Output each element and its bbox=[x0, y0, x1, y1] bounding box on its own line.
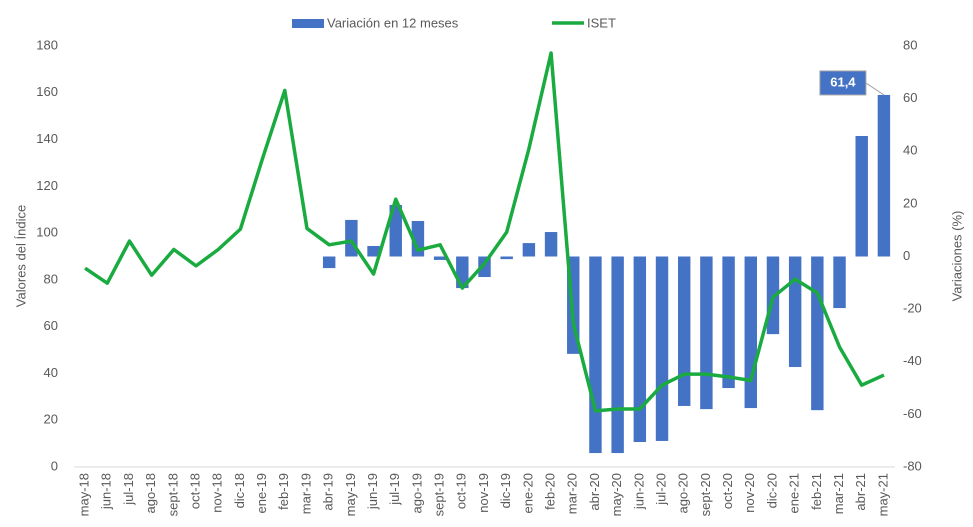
bar bbox=[367, 245, 380, 257]
y-tick-label: 180 bbox=[36, 37, 58, 52]
bar bbox=[788, 256, 802, 368]
x-tick-label: dic-19 bbox=[498, 473, 513, 508]
x-tick-label: dic-18 bbox=[232, 473, 247, 508]
x-tick-label: jul-18 bbox=[121, 473, 136, 506]
y-tick-label: 160 bbox=[36, 84, 58, 99]
x-tick-label: mar-20 bbox=[565, 473, 580, 514]
bar bbox=[744, 256, 757, 409]
y2-tick-label: 40 bbox=[903, 143, 917, 158]
bar bbox=[500, 256, 513, 260]
bar bbox=[633, 256, 647, 443]
y-tick-label: 120 bbox=[36, 178, 58, 193]
x-tick-label: ene-20 bbox=[520, 473, 535, 513]
legend-swatch bbox=[292, 19, 324, 28]
bar bbox=[433, 256, 447, 260]
bar bbox=[589, 256, 602, 454]
x-tick-label: jul-20 bbox=[653, 473, 668, 506]
x-tick-label: mar-21 bbox=[831, 473, 846, 514]
x-tick-label: feb-19 bbox=[276, 473, 291, 510]
bar bbox=[833, 256, 846, 309]
y-tick-label: 140 bbox=[36, 131, 58, 146]
y2-tick-label: 0 bbox=[903, 248, 910, 263]
value-label-box bbox=[819, 70, 867, 96]
y2-tick-label: -20 bbox=[903, 301, 922, 316]
x-tick-label: sept-19 bbox=[432, 473, 447, 516]
x-tick-label: oct-19 bbox=[454, 473, 469, 509]
x-tick-label: jun-19 bbox=[365, 473, 380, 510]
x-tick-label: jun-20 bbox=[631, 473, 646, 510]
x-tick-label: feb-21 bbox=[809, 473, 824, 510]
label-leader bbox=[865, 82, 885, 96]
x-tick-label: may-21 bbox=[875, 473, 890, 516]
x-tick-label: ene-19 bbox=[254, 473, 269, 513]
y-tick-label: 60 bbox=[44, 318, 58, 333]
x-tick-label: abr-20 bbox=[587, 473, 602, 511]
bar bbox=[722, 256, 735, 389]
legend-label: Variación en 12 meses bbox=[327, 15, 459, 30]
y2-tick-label: -40 bbox=[903, 353, 922, 368]
y-tick-label: 80 bbox=[44, 271, 58, 286]
x-tick-label: dic-20 bbox=[764, 473, 779, 508]
x-tick-label: sept-18 bbox=[165, 473, 180, 516]
x-tick-label: jun-18 bbox=[99, 473, 114, 510]
bar bbox=[611, 256, 624, 454]
bar bbox=[877, 94, 891, 257]
x-tick-label: nov-18 bbox=[210, 473, 225, 513]
y2-tick-label: -60 bbox=[903, 406, 922, 421]
y-tick-label: 100 bbox=[36, 225, 58, 240]
y-axis-label: Valores del Índice bbox=[13, 205, 28, 307]
bar bbox=[655, 256, 669, 441]
value-label: 61,4 bbox=[830, 74, 856, 89]
y2-tick-label: 20 bbox=[903, 195, 917, 210]
y2-axis-label: Variaciones (%) bbox=[949, 211, 964, 302]
x-tick-label: feb-20 bbox=[543, 473, 558, 510]
y-tick-label: 40 bbox=[44, 365, 58, 380]
x-tick-label: mar-19 bbox=[298, 473, 313, 514]
x-tick-label: may-18 bbox=[77, 473, 92, 516]
bar bbox=[700, 256, 713, 410]
x-tick-label: nov-20 bbox=[742, 473, 757, 513]
x-tick-label: jul-19 bbox=[387, 473, 402, 506]
x-tick-label: oct-18 bbox=[187, 473, 202, 509]
y2-tick-label: -80 bbox=[903, 458, 922, 473]
x-tick-label: ene-21 bbox=[787, 473, 802, 513]
x-tick-label: ago-18 bbox=[143, 473, 158, 513]
y-tick-label: 0 bbox=[51, 458, 58, 473]
y2-tick-label: 80 bbox=[903, 37, 917, 52]
x-tick-label: ago-19 bbox=[409, 473, 424, 513]
y-tick-label: 20 bbox=[44, 412, 58, 427]
line bbox=[84, 51, 885, 413]
bar bbox=[544, 232, 558, 257]
x-tick-label: may-20 bbox=[609, 473, 624, 516]
y2-tick-label: 60 bbox=[903, 90, 917, 105]
bar bbox=[322, 256, 336, 269]
x-tick-label: abr-19 bbox=[321, 473, 336, 511]
x-tick-label: ago-20 bbox=[676, 473, 691, 513]
legend-label: ISET bbox=[587, 15, 616, 30]
x-tick-label: may-19 bbox=[343, 473, 358, 516]
bar bbox=[389, 204, 402, 257]
bar bbox=[345, 219, 358, 257]
bar bbox=[411, 220, 425, 257]
bar bbox=[677, 256, 691, 406]
x-tick-label: sept-20 bbox=[698, 473, 713, 516]
x-tick-label: oct-20 bbox=[720, 473, 735, 509]
x-tick-label: abr-21 bbox=[853, 473, 868, 511]
x-tick-label: nov-19 bbox=[476, 473, 491, 513]
bar bbox=[522, 243, 536, 257]
bar bbox=[855, 135, 868, 257]
bar bbox=[811, 256, 824, 411]
